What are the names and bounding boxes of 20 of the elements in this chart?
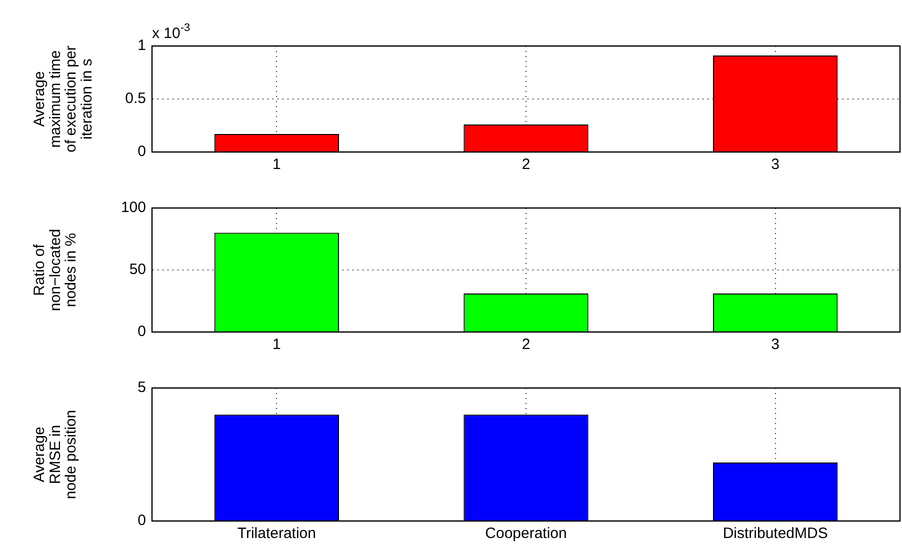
- y-tick-label: 0.5: [125, 90, 146, 108]
- y-tick-label: 0: [138, 143, 146, 160]
- x-tick-label: Cooperation: [485, 525, 567, 542]
- y-axis-title: Ratio of non−located nodes in %: [31, 228, 80, 312]
- x-tick-label: 2: [522, 336, 530, 354]
- x-tick-label: 1: [272, 336, 281, 354]
- x-tick-label: Trilateration: [237, 525, 316, 542]
- x-tick-label: 2: [522, 156, 530, 174]
- y-tick-label: 1: [138, 37, 146, 54]
- x-tick-label: DistributedMDS: [722, 525, 828, 542]
- y-tick-label: 0: [138, 512, 146, 530]
- y-axis-title: Average RMSE in node position: [31, 410, 80, 500]
- x-tick-label: 3: [771, 156, 780, 174]
- y-tick-label: 5: [138, 379, 146, 396]
- y-tick-label: 50: [129, 261, 146, 278]
- x-tick-label: 3: [771, 336, 780, 354]
- x-tick-label: 1: [272, 156, 281, 174]
- y-tick-label: 100: [120, 199, 146, 216]
- y-axis-title: Average maximum time of execution per iteration in s: [31, 46, 96, 152]
- y-tick-label: 0: [138, 323, 146, 340]
